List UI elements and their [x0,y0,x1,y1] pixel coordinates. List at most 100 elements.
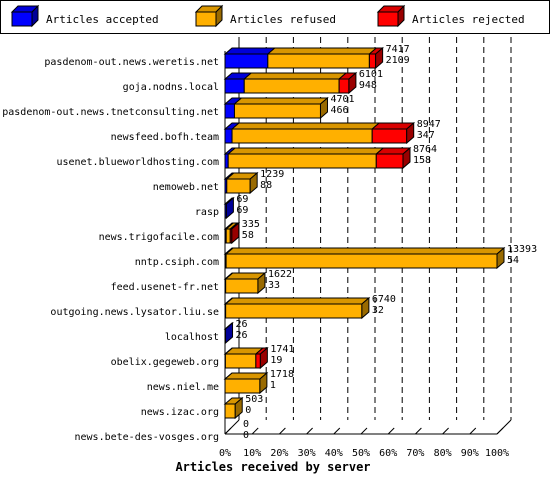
server-label: news.niel.me [147,382,219,393]
x-tick [251,427,259,435]
x-tick-label: 40% [325,448,343,459]
x-tick [306,427,313,435]
offered-value-label: 335 [242,219,260,230]
bar-segment [227,153,377,169]
offered-value-label: 6740 [372,294,396,305]
x-tick [442,427,449,435]
x-tick-label: 50% [352,448,370,459]
x-tick [333,427,341,435]
bars [223,46,506,420]
bar-row [223,196,235,220]
offered-value-label: 1239 [260,169,284,180]
bar-segment-side [496,246,505,270]
bar-segment [233,103,321,119]
x-axis-title: Articles received by server [175,460,370,474]
bar-row [223,271,267,295]
accepted-value-label: 0 [243,430,249,441]
accepted-value-label: 19 [270,355,282,366]
bar-segment [224,53,269,69]
bar-segment [371,128,408,144]
bar-segment [225,278,259,294]
offered-value-label: 6101 [359,69,383,80]
accepted-value-label: 26 [236,330,248,341]
accepted-value-label: 32 [372,305,384,316]
offered-value-label: 503 [245,394,263,405]
x-tick-label: 100% [485,448,509,459]
offered-value-label: 26 [236,319,248,330]
legend-swatch [11,11,33,27]
bar-segment-top [266,47,378,55]
x-tick-label: 30% [298,448,316,459]
x-tick-label: 20% [270,448,288,459]
legend-swatch [195,11,217,27]
bar-segment-side [259,346,268,370]
accepted-value-label: 0 [245,405,251,416]
x-tick-label: 10% [243,448,261,459]
offered-value-label: 1622 [268,269,292,280]
bar-segment-top [233,97,329,105]
accepted-value-label: 466 [330,105,348,116]
accepted-value-label: 33 [268,280,280,291]
accepted-value-label: 1 [270,380,276,391]
bar-segment-side [234,396,243,420]
offered-value-label: 8764 [413,144,437,155]
x-tick-label: 0% [219,448,231,459]
bar-segment [224,378,261,394]
server-label: outgoing.news.lysator.liu.se [50,307,219,318]
bar-segment [255,353,261,369]
bar-segment-side [406,121,415,145]
bar-segment-side [257,271,266,295]
offered-value-label: 1741 [270,344,294,355]
server-label: obelix.gegeweb.org [111,357,219,368]
legend-swatch-side [215,4,223,28]
x-tick [469,427,477,435]
offered-value-label: 13393 [507,244,537,255]
bar-row [223,121,416,145]
accepted-value-label: 88 [260,180,272,191]
legend-label: Articles rejected [412,13,525,26]
category-labels: pasdenom-out.news.weretis.net goja.nodns.… [2,57,219,443]
bar-segment-top [230,122,381,130]
server-label: pasdenom-out.news.tnetconsulting.net [2,107,219,118]
bar-segment [225,253,498,269]
x-tick [279,427,286,435]
legend-item: Articles accepted [10,4,159,28]
accepted-value-label: 2109 [386,55,410,66]
legend-label: Articles refused [230,13,336,26]
x-tick-label: 60% [379,448,397,459]
x-tick [387,427,395,435]
bar-segment [225,228,231,244]
bar-segment-top [242,72,348,80]
bar-segment-side [231,221,240,245]
accepted-value-label: 69 [236,205,248,216]
bar-row [223,371,269,395]
x-tick [496,427,504,435]
bar-segment-side [348,71,357,95]
server-label: pasdenom-out.news.weretis.net [44,57,219,68]
bar-row [223,396,244,420]
bar-segment-side [225,321,234,345]
x-tick-label: 80% [434,448,452,459]
bar-row [223,171,259,195]
legend-item: Articles rejected [376,4,525,28]
bar-segment [224,103,235,119]
server-label: nntp.csiph.com [135,257,219,268]
offered-value-label: 8947 [417,119,441,130]
bar-segment-top [226,147,385,155]
accepted-value-label: 347 [417,130,435,141]
x-tick [415,427,422,435]
legend-swatch-side [397,4,405,28]
bar-row [223,246,506,270]
accepted-value-label: 948 [359,80,377,91]
bar-segment [224,128,233,144]
bar-segment-top [224,297,371,305]
server-label: news.trigofacile.com [99,232,219,243]
bar-segment-side [402,146,411,170]
legend-swatch-side [31,4,39,28]
server-label: news.bete-des-vosges.org [75,432,220,443]
bar-row [223,296,371,320]
value-labels: 7417210961019484701466894734787641581239… [236,44,538,441]
bar-segment-side [361,296,370,320]
offered-value-label: 0 [243,419,249,430]
